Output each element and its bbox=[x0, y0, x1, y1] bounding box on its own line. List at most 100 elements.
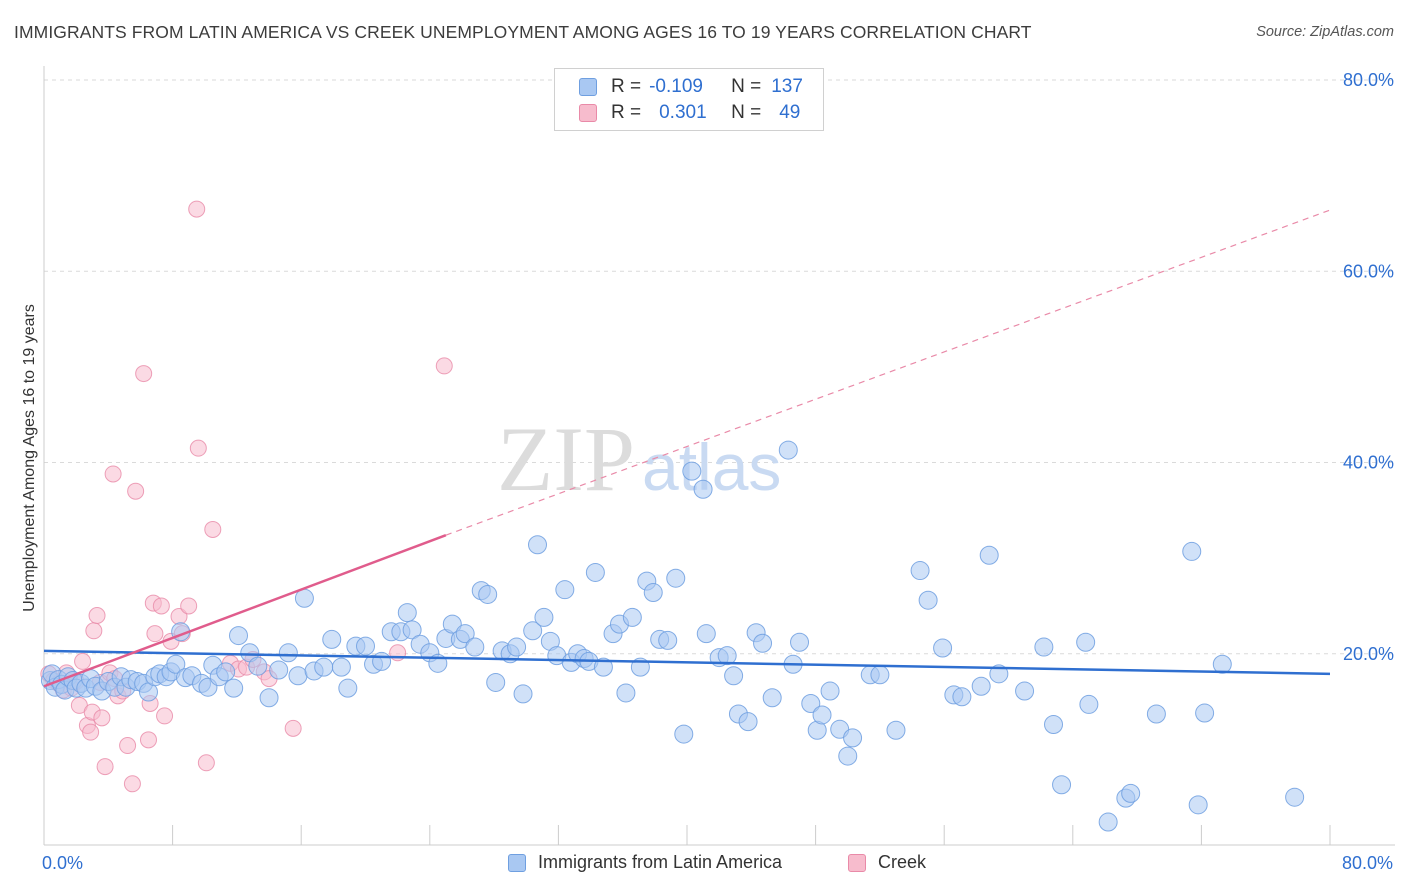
creek-point bbox=[197, 754, 215, 772]
creek-point bbox=[96, 758, 114, 776]
latin-america-point bbox=[478, 584, 498, 604]
latin-america-point bbox=[1044, 715, 1064, 735]
latin-america-point bbox=[971, 676, 991, 696]
creek-point bbox=[127, 482, 145, 500]
latin-america-point bbox=[288, 666, 308, 686]
latin-america-point bbox=[465, 637, 485, 657]
latin-america-point bbox=[643, 583, 663, 603]
bottom-legend-label-latin-america: Immigrants from Latin America bbox=[538, 852, 783, 872]
legend-r-value: 0.301 bbox=[659, 102, 707, 123]
latin-america-point bbox=[1121, 783, 1141, 803]
latin-america-point bbox=[989, 664, 1009, 684]
creek-point bbox=[93, 709, 111, 727]
latin-america-point bbox=[696, 624, 716, 644]
watermark: ZIP atlas bbox=[497, 408, 781, 510]
creek-point bbox=[204, 520, 222, 538]
latin-america-point bbox=[1076, 632, 1096, 652]
creek-trend-line bbox=[43, 534, 447, 688]
latin-america-point bbox=[1212, 654, 1232, 674]
latin-america-point bbox=[1146, 704, 1166, 724]
legend-r-label: R = bbox=[611, 76, 642, 97]
y-tick-label: 20.0% bbox=[1343, 644, 1394, 664]
latin-america-point bbox=[1182, 541, 1202, 561]
creek-point bbox=[284, 719, 302, 737]
creek-point bbox=[88, 607, 106, 624]
latin-america-point bbox=[1188, 795, 1208, 815]
creek-point bbox=[123, 775, 141, 793]
latin-america-point bbox=[753, 633, 773, 653]
latin-america-point bbox=[322, 629, 342, 649]
latin-america-point bbox=[166, 654, 186, 674]
creek-point bbox=[435, 357, 453, 375]
latin-america-point bbox=[372, 651, 392, 671]
latin-america-trend-line bbox=[43, 649, 1331, 676]
latin-america-point bbox=[402, 620, 422, 640]
latin-america-point bbox=[886, 720, 906, 740]
trend-lines bbox=[43, 209, 1331, 688]
creek-point bbox=[104, 465, 122, 483]
latin-america-point bbox=[910, 561, 930, 581]
creek-point bbox=[188, 200, 206, 218]
legend-n-value: 137 bbox=[771, 76, 803, 97]
latin-america-point bbox=[1079, 694, 1099, 714]
latin-america-point bbox=[331, 657, 351, 677]
creek-point bbox=[152, 597, 170, 615]
legend-n-label: N = bbox=[731, 102, 762, 123]
latin-america-point bbox=[338, 678, 358, 698]
latin-america-point bbox=[918, 590, 938, 610]
latin-america-point bbox=[534, 607, 554, 627]
latin-america-point bbox=[1195, 703, 1215, 723]
latin-america-point bbox=[838, 746, 858, 766]
latin-america-point bbox=[455, 624, 475, 644]
latin-america-point bbox=[585, 562, 605, 582]
chart-title: IMMIGRANTS FROM LATIN AMERICA VS CREEK U… bbox=[14, 22, 1032, 42]
latin-america-point bbox=[724, 666, 744, 686]
latin-america-point bbox=[738, 712, 758, 732]
creek-point bbox=[139, 731, 157, 749]
latin-america-point bbox=[229, 626, 249, 646]
source-label: Source: ZipAtlas.com bbox=[1256, 24, 1394, 40]
latin-america-point bbox=[778, 440, 798, 460]
bottom-legend-label-creek: Creek bbox=[878, 852, 927, 872]
latin-america-point bbox=[224, 678, 244, 698]
y-tick-label: 60.0% bbox=[1343, 261, 1394, 281]
latin-america-point bbox=[555, 580, 575, 600]
y-tick-label: 80.0% bbox=[1343, 70, 1394, 90]
legend-r-value: -0.109 bbox=[649, 76, 703, 97]
creek-point bbox=[74, 652, 92, 670]
latin-america-point bbox=[216, 662, 236, 682]
creek-point bbox=[146, 625, 164, 643]
latin-america-point bbox=[248, 656, 268, 676]
latin-america-point bbox=[523, 621, 543, 641]
creek-point bbox=[119, 737, 137, 755]
latin-america-point bbox=[666, 568, 686, 588]
x-tick-label-max: 80.0% bbox=[1342, 853, 1393, 873]
latin-america-point bbox=[486, 672, 506, 692]
latin-america-point bbox=[717, 646, 737, 666]
bottom-legend-swatch-creek bbox=[848, 853, 866, 872]
latin-america-point bbox=[507, 637, 527, 657]
legend-r-label: R = bbox=[611, 102, 642, 123]
latin-america-point bbox=[790, 632, 810, 652]
legend-swatch-latin-america bbox=[579, 78, 597, 96]
creek-point bbox=[85, 622, 103, 640]
latin-america-point bbox=[259, 688, 279, 708]
bottom-legend-swatch-latin-america bbox=[508, 853, 526, 872]
creek-trend-extension bbox=[445, 209, 1331, 536]
latin-america-point bbox=[593, 657, 613, 677]
latin-america-point bbox=[801, 693, 821, 713]
latin-america-point bbox=[812, 705, 832, 725]
latin-america-point bbox=[870, 665, 890, 685]
latin-america-point bbox=[693, 479, 713, 499]
legend-row-creek: R = 0.301 N = 49 bbox=[579, 100, 800, 126]
bottom-legend-creek: Creek bbox=[848, 852, 926, 873]
latin-america-point bbox=[979, 545, 999, 565]
creek-point bbox=[135, 365, 153, 383]
latin-america-points bbox=[40, 440, 1305, 832]
latin-america-point bbox=[528, 535, 548, 555]
latin-america-point bbox=[1052, 775, 1072, 795]
x-tick-label-min: 0.0% bbox=[42, 853, 83, 873]
latin-america-point bbox=[269, 660, 289, 680]
y-tick-label: 40.0% bbox=[1343, 453, 1394, 473]
